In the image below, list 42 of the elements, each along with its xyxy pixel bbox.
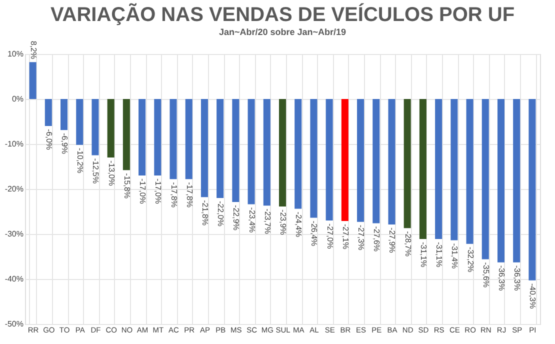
data-label: -22,0% (216, 201, 226, 226)
data-label: -21,8% (200, 200, 210, 226)
data-label: -15,8% (122, 173, 132, 198)
data-label: -35,6% (481, 262, 490, 288)
data-label: -31,4% (450, 243, 460, 269)
y-tick-label: -40% (4, 274, 24, 284)
y-tick-label: -50% (4, 320, 24, 328)
data-label: -17,8% (169, 182, 178, 208)
data-label: -24,4% (294, 212, 304, 238)
data-label: -27,1% (340, 224, 350, 250)
data-label: -13,0% (106, 160, 116, 186)
data-label: -10,2% (76, 148, 85, 174)
data-label: -22,9% (232, 205, 241, 230)
data-label: -36,3% (512, 265, 522, 291)
data-label: -36,3% (496, 265, 506, 291)
chart-subtitle: Jan~Abr/20 sobre Jan~Abr/19 (218, 26, 346, 37)
data-label: -6,9% (60, 133, 70, 154)
y-tick-label: -30% (4, 230, 24, 238)
y-tick-label: 10% (7, 50, 24, 58)
data-label: 8,2% (28, 40, 38, 60)
data-label: -27,9% (388, 228, 397, 253)
data-label: -28,7% (403, 231, 412, 257)
data-label: -32,2% (466, 246, 475, 272)
data-label: -12,5% (91, 158, 100, 184)
data-label: -31,1% (418, 242, 428, 268)
y-tick-label: -20% (4, 184, 24, 194)
data-label: -17,0% (138, 178, 148, 204)
data-label: -17,0% (154, 178, 163, 204)
y-tick-label: -10% (4, 140, 24, 148)
data-label: -27,6% (372, 226, 382, 252)
data-label: -17,8% (184, 182, 194, 208)
data-label: -27,3% (356, 224, 366, 250)
data-label: -31,1% (434, 242, 444, 268)
y-tick-label: 0% (12, 94, 24, 104)
data-label: -23,4% (247, 207, 256, 233)
data-label: -27,0% (325, 224, 334, 249)
chart-title: VARIAÇÃO NAS VENDAS DE VEÍCULOS POR UF (50, 2, 515, 26)
data-label: -26,4% (310, 220, 319, 246)
data-label: -23,7% (262, 208, 272, 234)
data-label: -6,0% (44, 129, 54, 150)
data-label: -40,3% (528, 283, 538, 309)
data-label: -23,9% (278, 210, 288, 235)
